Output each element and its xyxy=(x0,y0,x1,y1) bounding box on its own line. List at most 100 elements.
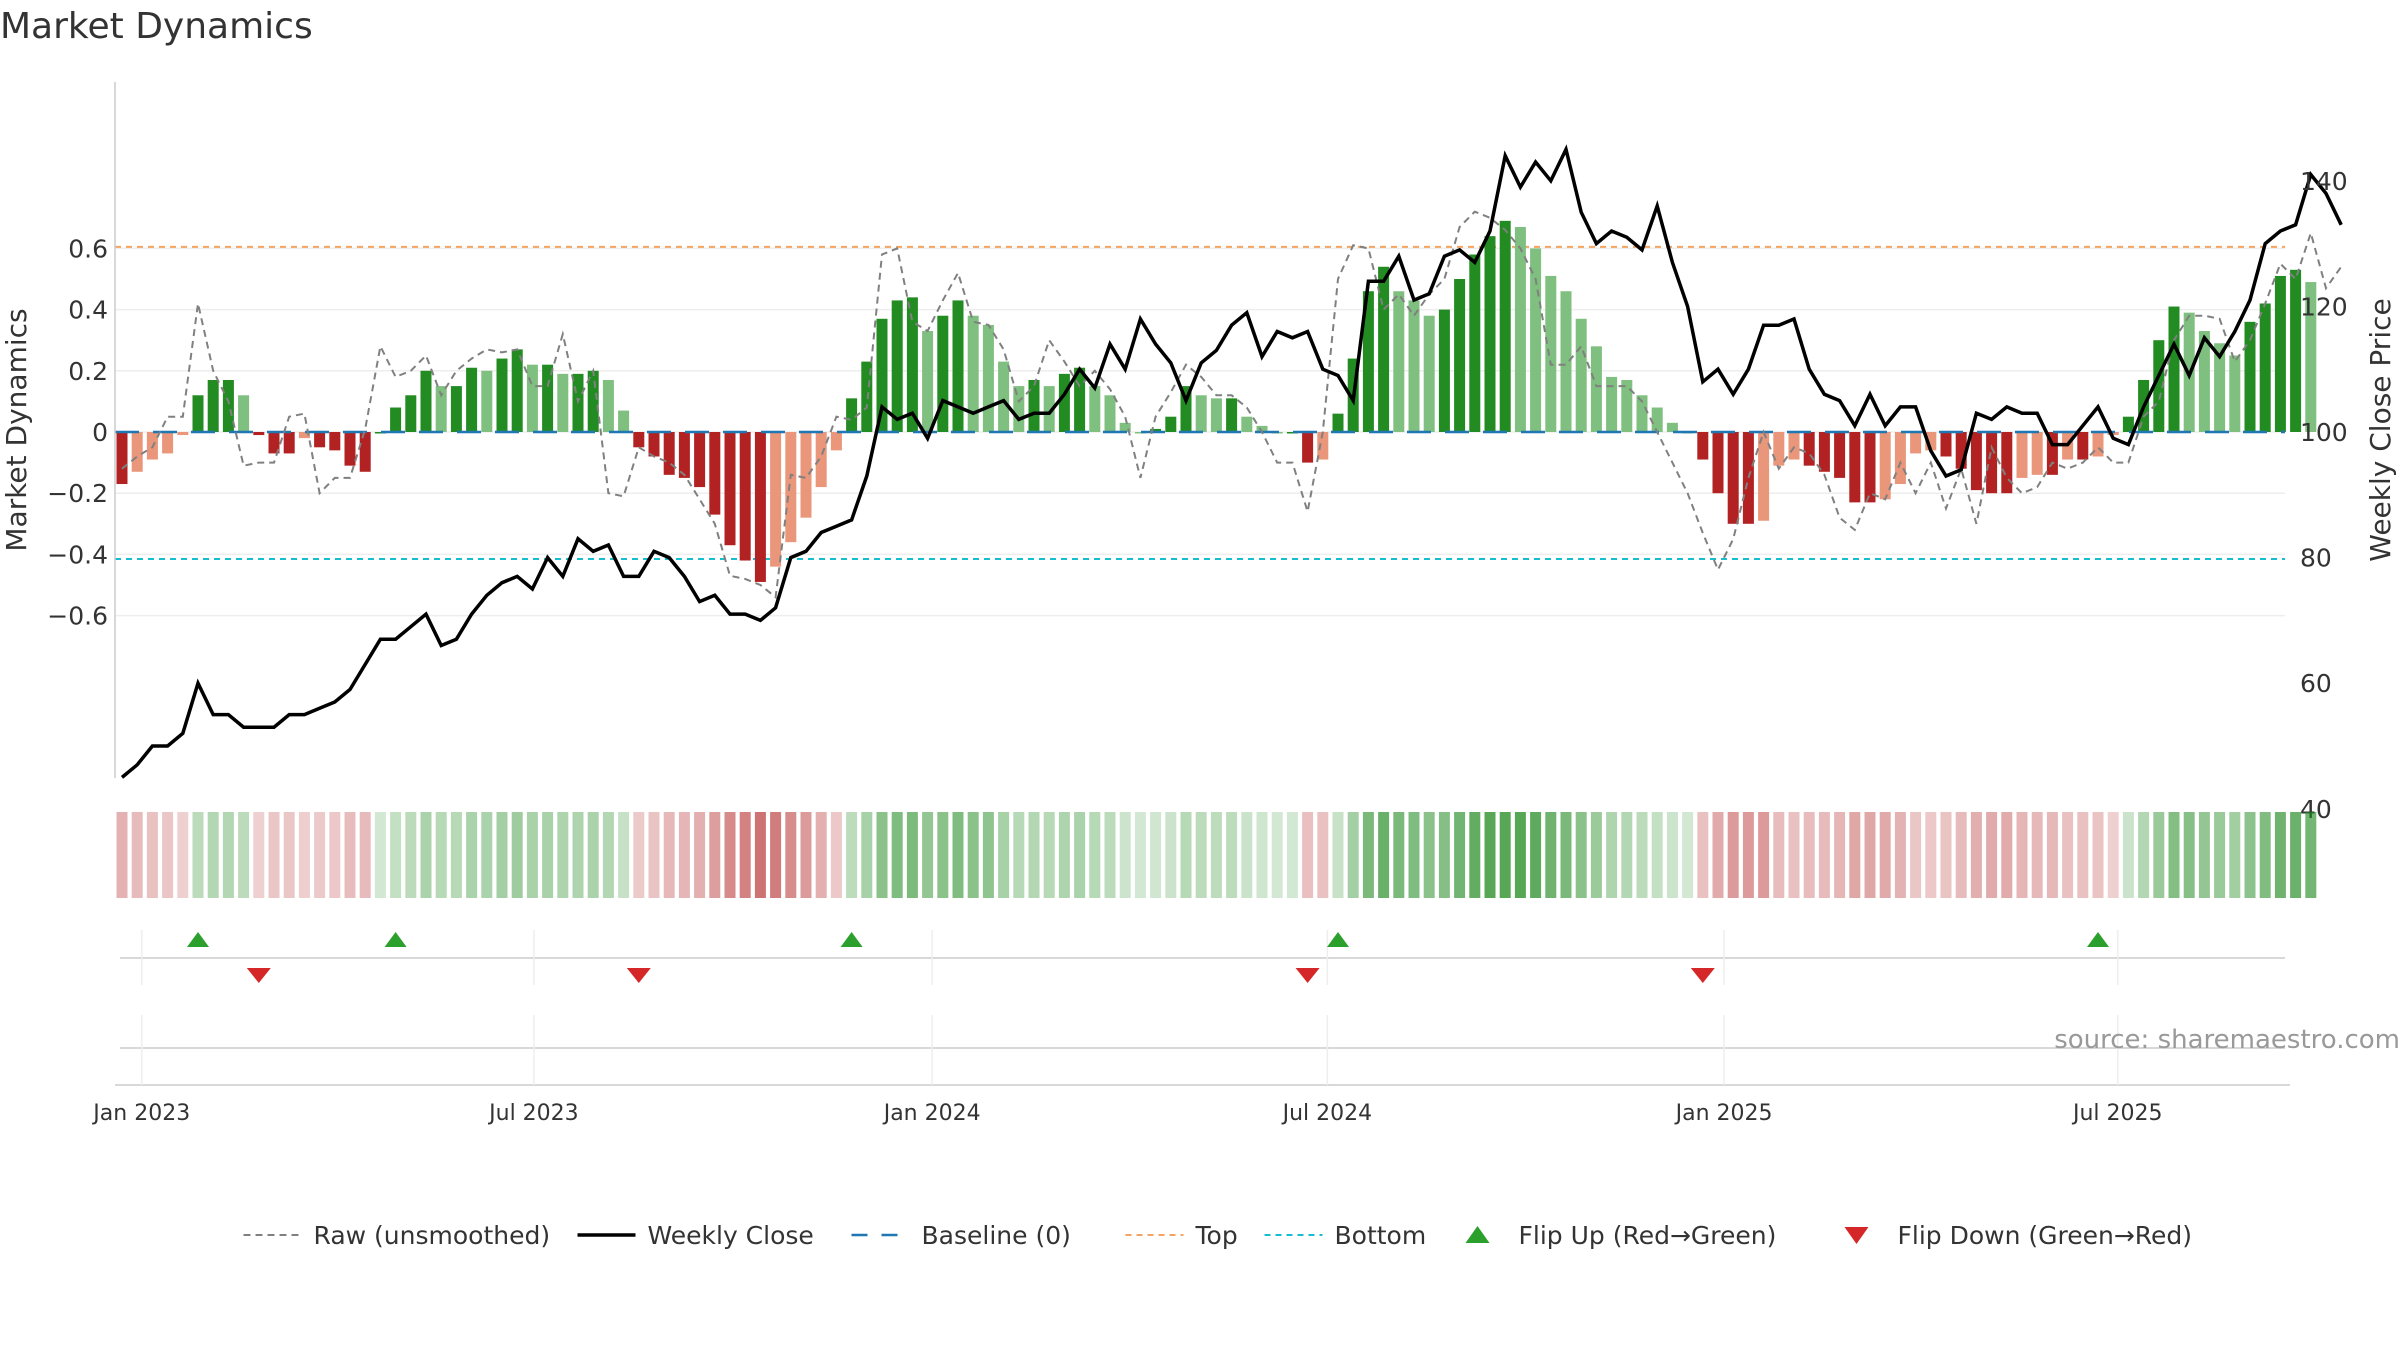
heat-cell xyxy=(922,812,934,898)
heat-cell xyxy=(724,812,736,898)
flip-up-marker xyxy=(840,932,863,947)
heat-cell xyxy=(496,812,508,898)
bar xyxy=(2046,432,2058,475)
heat-cell xyxy=(450,812,462,898)
heat-cell xyxy=(2168,812,2180,898)
heat-cell xyxy=(1378,812,1390,898)
heat-cell xyxy=(1119,812,1131,898)
bar xyxy=(1545,275,1557,432)
heat-cell xyxy=(830,812,842,898)
right-axis-label: Weekly Close Price xyxy=(2364,298,2397,561)
heat-cell xyxy=(1454,812,1466,898)
heat-cell xyxy=(374,812,386,898)
bar xyxy=(2122,416,2134,432)
heat-cell xyxy=(602,812,614,898)
bar xyxy=(1818,432,1830,472)
bar xyxy=(1651,407,1663,432)
heat-cell xyxy=(2016,812,2028,898)
bar xyxy=(238,395,250,432)
legend-label: Raw (unsmoothed) xyxy=(314,1221,551,1250)
heat-cell xyxy=(1104,812,1116,898)
heat-cell xyxy=(1195,812,1207,898)
bar xyxy=(1119,422,1131,432)
bar xyxy=(800,432,812,518)
heat-cell xyxy=(131,812,143,898)
heat-cell xyxy=(1043,812,1055,898)
bar xyxy=(1043,386,1055,432)
bar xyxy=(1986,432,1998,494)
heat-cell xyxy=(785,812,797,898)
heat-cell xyxy=(1150,812,1162,898)
heat-cell xyxy=(1925,812,1937,898)
heat-cell xyxy=(2031,812,2043,898)
heat-cell xyxy=(1864,812,1876,898)
heat-cell xyxy=(770,812,782,898)
heat-cell xyxy=(329,812,341,898)
heat-cell xyxy=(1408,812,1420,898)
bar xyxy=(481,370,493,432)
heat-cell xyxy=(1712,812,1724,898)
heat-cell xyxy=(1317,812,1329,898)
heat-cell xyxy=(1910,812,1922,898)
legend-label: Flip Up (Red→Green) xyxy=(1519,1221,1777,1250)
heat-cell xyxy=(116,812,128,898)
heat-cell xyxy=(1818,812,1830,898)
heat-cell xyxy=(1332,812,1344,898)
heat-cell xyxy=(967,812,979,898)
bar xyxy=(1849,432,1861,503)
left-tick-label: 0.2 xyxy=(68,357,108,386)
heat-cell xyxy=(1575,812,1587,898)
heat-cell xyxy=(937,812,949,898)
bar xyxy=(2244,321,2256,432)
heat-cell xyxy=(2138,812,2150,898)
heat-cell xyxy=(2107,812,2119,898)
bar xyxy=(1165,416,1177,432)
heat-cell xyxy=(1362,812,1374,898)
bar xyxy=(1666,422,1678,432)
heat-cell xyxy=(420,812,432,898)
bar xyxy=(982,324,994,432)
heat-cell xyxy=(1682,812,1694,898)
heat-cell xyxy=(2077,812,2089,898)
bar xyxy=(207,379,219,432)
bar xyxy=(116,432,128,485)
heat-cell xyxy=(1970,812,1982,898)
heat-cell xyxy=(268,812,280,898)
weekly-close-line xyxy=(120,144,2343,779)
bar xyxy=(1606,376,1618,432)
legend-label: Weekly Close xyxy=(648,1221,814,1250)
bar xyxy=(724,432,736,546)
heat-cell xyxy=(542,812,554,898)
bar xyxy=(192,395,204,432)
x-tick-label: Jan 2023 xyxy=(91,1101,190,1126)
heat-cell xyxy=(1651,812,1663,898)
bar xyxy=(2229,355,2241,432)
bar xyxy=(329,432,341,451)
heat-cell xyxy=(1074,812,1086,898)
flip-panel xyxy=(120,930,2285,985)
left-tick-label: −0.2 xyxy=(47,479,108,508)
heat-cell xyxy=(177,812,189,898)
heat-cell xyxy=(298,812,310,898)
heat-cell xyxy=(1849,812,1861,898)
heat-cell xyxy=(466,812,478,898)
flip-markers xyxy=(187,932,2109,983)
bar xyxy=(1423,315,1435,432)
legend-label: Flip Down (Green→Red) xyxy=(1898,1221,2193,1250)
bar xyxy=(1879,432,1891,500)
bar xyxy=(1058,373,1070,432)
bar xyxy=(1499,220,1511,432)
heat-cell xyxy=(1210,812,1222,898)
bar xyxy=(1788,432,1800,460)
bar xyxy=(815,432,827,488)
legend-flip-down-swatch xyxy=(1844,1227,1869,1244)
bar xyxy=(298,432,310,439)
left-tick-label: −0.4 xyxy=(47,540,108,569)
heat-cell xyxy=(1241,812,1253,898)
heat-cell xyxy=(1879,812,1891,898)
empty-panel xyxy=(115,1015,2290,1086)
bar xyxy=(1089,386,1101,432)
heat-cell xyxy=(846,812,858,898)
heat-cell xyxy=(238,812,250,898)
bar xyxy=(1210,398,1222,432)
